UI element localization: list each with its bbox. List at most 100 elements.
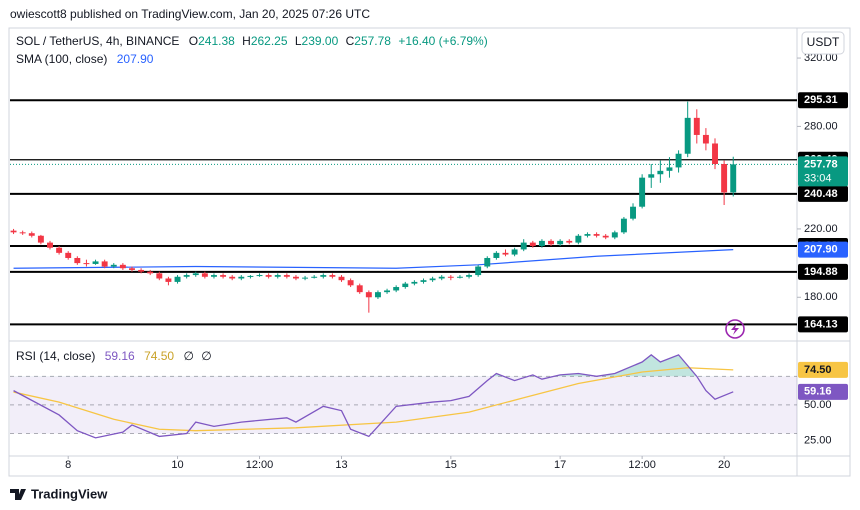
alert-icon[interactable] — [725, 319, 745, 339]
level-box — [798, 316, 848, 333]
l-label: L — [295, 34, 302, 48]
currency-button-box[interactable] — [801, 31, 845, 55]
c-label: C — [346, 34, 355, 48]
rsi-line — [13, 354, 734, 439]
x-tick-label: 15 — [445, 459, 457, 471]
rsi-na-2: ∅ — [201, 349, 211, 363]
candle-body — [356, 285, 363, 293]
candle-body — [684, 117, 691, 154]
candle-body — [238, 276, 245, 279]
candle-body — [566, 240, 573, 243]
candle-body — [201, 273, 208, 277]
x-tick-label: 13 — [335, 459, 347, 471]
candle-body — [484, 257, 491, 267]
candle-body — [721, 163, 728, 193]
candle-body — [65, 252, 72, 258]
candle-body — [47, 242, 53, 248]
change: +16.40 (+6.79%) — [398, 34, 487, 48]
candle-body — [538, 240, 545, 247]
candle-body — [19, 232, 26, 234]
candle-body — [302, 277, 309, 279]
candle-body — [630, 206, 636, 219]
candle-body — [74, 257, 81, 264]
rsi-value: 59.16 — [105, 349, 135, 363]
x-tick-label: 20 — [718, 459, 730, 471]
brand-name: TradingView — [31, 486, 108, 501]
rsi-name: RSI (14, close) — [16, 349, 95, 363]
sma-name: SMA (100, close) — [16, 52, 107, 66]
candle-body — [311, 276, 318, 278]
currency-button-text[interactable]: USDT — [807, 35, 840, 49]
candle-body — [147, 271, 154, 274]
candle-body — [548, 240, 554, 245]
candle-body — [666, 167, 673, 171]
candle-body — [374, 292, 381, 298]
candle-body — [584, 234, 591, 236]
rsi-na-1: ∅ — [183, 349, 193, 363]
rsi-ma-label: 74.50 — [804, 364, 832, 376]
candle-body — [138, 269, 145, 272]
rsi-legend: RSI (14, close) 59.16 74.50 ∅ ∅ — [16, 349, 212, 363]
candle-body — [192, 273, 199, 276]
y-tick-label: 280.00 — [804, 120, 838, 132]
candle-body — [520, 242, 527, 250]
level-label: 295.31 — [804, 94, 838, 106]
overbought-fill — [13, 354, 734, 377]
high: 262.25 — [251, 34, 288, 48]
level-box — [798, 263, 848, 280]
x-tick-label: 10 — [171, 459, 183, 471]
rsi-ma-value: 74.50 — [144, 349, 174, 363]
byline: owiescott8 published on TradingView.com,… — [10, 7, 370, 21]
candle-body — [347, 280, 354, 286]
candle-body — [101, 261, 108, 267]
candle-body — [593, 234, 600, 236]
last-price-box — [798, 156, 848, 187]
candle-body — [447, 276, 454, 278]
candle-body — [56, 247, 63, 253]
candle-body — [602, 235, 609, 238]
currency-button[interactable]: USDT — [801, 31, 845, 55]
candle-body — [639, 177, 646, 207]
candle-body — [129, 268, 135, 270]
candle-body — [229, 276, 236, 279]
candle-body — [365, 292, 372, 298]
y-tick-label: 220.00 — [804, 223, 838, 235]
candle-body — [702, 134, 709, 144]
sma-value: 207.90 — [117, 52, 154, 66]
level-label: 164.13 — [804, 318, 838, 330]
chart-frame — [8, 27, 851, 477]
candle-body — [730, 164, 737, 193]
candle-body — [657, 170, 664, 175]
candle-body — [283, 275, 290, 277]
candle-body — [557, 240, 564, 245]
level-box — [798, 92, 848, 109]
open: 241.38 — [198, 34, 235, 48]
x-tick-label: 12:00 — [628, 459, 656, 471]
candle-body — [475, 266, 482, 276]
alert-circle[interactable] — [725, 319, 745, 339]
candle-body — [10, 230, 17, 233]
y-tick-label: 320.00 — [804, 52, 838, 64]
candle-body — [183, 275, 190, 277]
candle-body — [92, 261, 99, 264]
last-price-extra: 33:04 — [804, 172, 832, 184]
candle-body — [174, 276, 181, 282]
candle-body — [393, 287, 400, 291]
alert-bolt[interactable] — [731, 323, 739, 335]
candle-body — [28, 233, 35, 236]
candle-body — [265, 275, 272, 277]
candle-body — [456, 276, 463, 278]
rsi-ma-line — [13, 367, 734, 432]
sma-value-box — [798, 241, 848, 258]
candle-body — [420, 280, 427, 282]
sma-value-label: 207.90 — [804, 244, 838, 256]
candle-body — [529, 242, 536, 247]
candle-body — [110, 264, 117, 267]
legend: SOL / TetherUS, 4h, BINANCE O241.38 H262… — [16, 34, 488, 48]
brand: TradingView — [10, 486, 108, 501]
x-tick-label: 17 — [554, 459, 566, 471]
sma-line — [13, 249, 734, 269]
x-tick-label: 12:00 — [246, 459, 274, 471]
candle-body — [466, 275, 473, 277]
